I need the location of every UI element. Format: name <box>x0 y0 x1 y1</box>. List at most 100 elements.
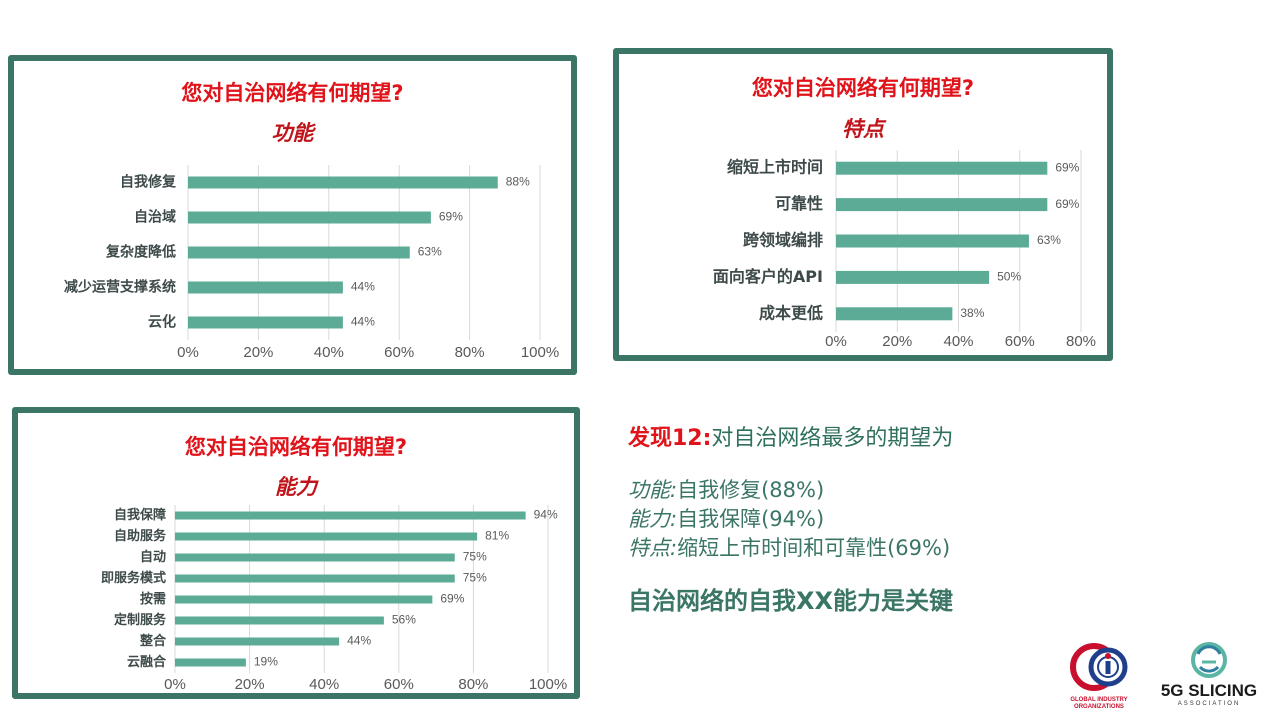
finding-item-function: 功能:自我修复(88%) <box>628 476 1068 505</box>
bar <box>836 234 1029 248</box>
category-label: 复杂度降低 <box>105 244 176 261</box>
finding-block: 发现12:对自治网络最多的期望为 功能:自我修复(88%) 能力:自我保障(94… <box>628 420 1068 616</box>
category-label: 自助服务 <box>114 528 167 544</box>
data-label: 94% <box>534 508 558 522</box>
finding-item-key: 特点: <box>628 536 678 560</box>
bar <box>188 246 410 259</box>
5g-slicing-emblem-icon <box>1191 642 1227 678</box>
chart-panel-capability: 您对自治网络有何期望? 能力 0% 20% 40% 60% 80% 100% 自我保障 94%… <box>12 407 580 699</box>
finding-list: 功能:自我修复(88%) 能力:自我保障(94%) 特点:缩短上市时间和可靠性(… <box>628 476 1068 563</box>
x-tick-label: 40% <box>314 344 344 361</box>
capability-bar-chart: 0% 20% 40% 60% 80% 100% 自我保障 94% 自助服务 81% 自动 75% 即服务… <box>101 505 567 693</box>
data-label: 63% <box>418 245 442 259</box>
bar <box>175 532 478 541</box>
data-label: 44% <box>351 280 375 294</box>
x-tick-label: 100% <box>529 676 567 693</box>
finding-conclusion: 自治网络的自我XX能力是关键 <box>628 587 954 615</box>
bar <box>175 637 340 646</box>
chart-title: 您对自治网络有何期望? <box>184 435 408 459</box>
finding-item-value: 缩短上市时间和可靠性(69%) <box>677 536 951 560</box>
data-label: 38% <box>960 306 984 320</box>
category-label: 可靠性 <box>775 194 823 213</box>
gio-emblem-icon <box>1070 643 1128 691</box>
gio-logo-text: GLOBAL INDUSTRY ORGANIZATIONS <box>1070 697 1128 710</box>
chart-panel-function: 您对自治网络有何期望? 功能 0% 20% 40% 60% 80% 100% 自我修复 88%… <box>8 55 577 375</box>
category-label: 减少运营支撑系统 <box>64 279 176 296</box>
category-label: 整合 <box>139 633 167 649</box>
bar <box>188 211 431 224</box>
bar <box>836 270 990 284</box>
bar <box>836 161 1048 175</box>
x-tick-label: 20% <box>243 344 273 361</box>
category-label: 自治域 <box>134 209 176 226</box>
data-label: 63% <box>1037 233 1061 247</box>
feature-bar-chart: 0% 20% 40% 60% 80% 缩短上市时间 69% 可靠性 69% 跨领域编排 63% 面向客… <box>713 150 1096 350</box>
x-tick-label: 60% <box>1005 333 1035 350</box>
x-tick-label: 0% <box>825 333 847 350</box>
category-label: 成本更低 <box>759 303 823 322</box>
x-tick-label: 80% <box>458 676 488 693</box>
finding-label: 发现12: <box>628 426 712 451</box>
chart-panel-feature: 您对自治网络有何期望? 特点 0% 20% 40% 60% 80% 缩短上市时间 69% 可靠… <box>613 48 1113 361</box>
x-tick-label: 0% <box>164 676 186 693</box>
data-label: 69% <box>440 592 464 606</box>
bar <box>175 658 246 667</box>
finding-item-feature: 特点:缩短上市时间和可靠性(69%) <box>628 534 1068 563</box>
data-label: 50% <box>997 270 1021 284</box>
x-tick-label: 60% <box>384 676 414 693</box>
category-label: 自我保障 <box>114 507 166 523</box>
category-label: 即服务模式 <box>101 570 166 586</box>
finding-item-key: 功能: <box>628 478 678 502</box>
bar <box>175 511 526 520</box>
chart-subtitle: 能力 <box>275 475 317 499</box>
category-label: 面向客户的API <box>713 267 823 286</box>
x-tick-label: 20% <box>882 333 912 350</box>
5g-slicing-logo-title: 5G SLICING <box>1160 681 1258 700</box>
data-label: 88% <box>506 175 530 189</box>
finding-item-capability: 能力:自我保障(94%) <box>628 505 1068 534</box>
x-tick-label: 80% <box>1066 333 1096 350</box>
data-label: 44% <box>351 315 375 329</box>
category-label: 云融合 <box>127 654 167 670</box>
bar <box>175 616 384 625</box>
global-industry-organizations-logo: GLOBAL INDUSTRY ORGANIZATIONS <box>1064 641 1134 711</box>
category-label: 自我修复 <box>120 174 177 191</box>
data-label: 44% <box>347 634 371 648</box>
finding-text: 对自治网络最多的期望为 <box>711 426 954 451</box>
data-label: 75% <box>463 550 487 564</box>
category-label: 定制服务 <box>113 612 167 628</box>
category-label: 云化 <box>148 314 176 331</box>
category-label: 缩短上市时间 <box>727 158 823 177</box>
chart-subtitle: 特点 <box>842 117 884 141</box>
x-tick-label: 40% <box>309 676 339 693</box>
x-tick-label: 80% <box>455 344 485 361</box>
bar <box>188 316 343 329</box>
data-label: 81% <box>485 529 509 543</box>
category-label: 自动 <box>140 549 166 565</box>
x-tick-label: 60% <box>384 344 414 361</box>
finding-item-value: 自我保障(94%) <box>677 507 825 531</box>
bar <box>188 176 498 189</box>
5g-slicing-logo-subtitle: ASSOCIATION <box>1177 701 1241 707</box>
bar <box>836 198 1048 212</box>
x-tick-label: 40% <box>943 333 973 350</box>
x-tick-label: 20% <box>235 676 265 693</box>
data-label: 69% <box>439 210 463 224</box>
bar <box>175 553 455 562</box>
function-bar-chart: 0% 20% 40% 60% 80% 100% 自我修复 88% 自治域 69% 复杂度降低 63% 减… <box>64 165 559 361</box>
category-label: 按需 <box>140 591 166 607</box>
chart-title: 您对自治网络有何期望? <box>751 76 975 100</box>
x-tick-label: 100% <box>521 344 559 361</box>
bar <box>175 595 433 604</box>
data-label: 75% <box>463 571 487 585</box>
bar <box>175 574 455 583</box>
data-label: 69% <box>1055 160 1079 174</box>
5g-slicing-association-logo: 5G SLICING ASSOCIATION <box>1150 641 1268 711</box>
data-label: 69% <box>1055 197 1079 211</box>
bar <box>836 307 953 321</box>
data-label: 19% <box>254 655 278 669</box>
x-tick-label: 0% <box>177 344 199 361</box>
finding-item-key: 能力: <box>628 507 678 531</box>
category-label: 跨领域编排 <box>743 231 823 250</box>
finding-item-value: 自我修复(88%) <box>677 478 825 502</box>
